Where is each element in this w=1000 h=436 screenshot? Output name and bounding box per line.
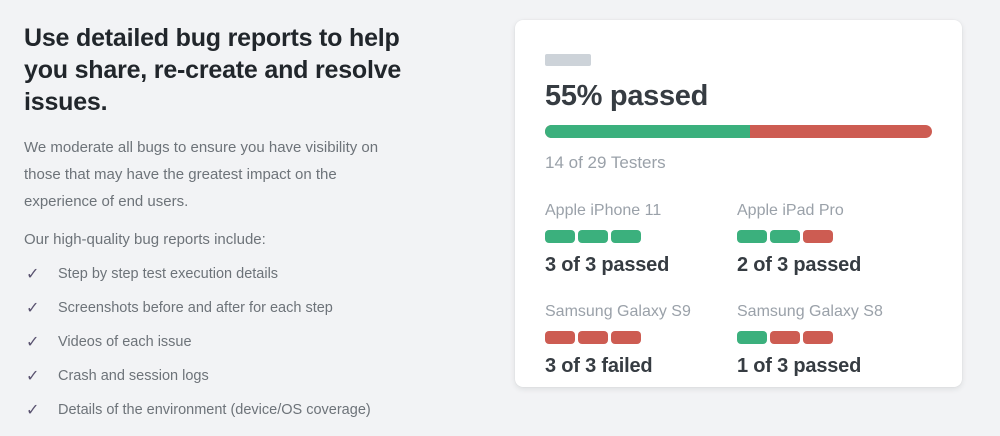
testers-count: 14 of 29 Testers bbox=[545, 153, 666, 172]
skeleton-pill bbox=[545, 54, 591, 66]
device-result-block: Apple iPhone 11 3 of 3 passed bbox=[545, 200, 737, 278]
test-results-card: 55% passed 14 of 29 Testers Apple iPhone… bbox=[515, 20, 962, 387]
list-item: ✓ Screenshots before and after for each … bbox=[26, 298, 464, 319]
checklist-item-label: Crash and session logs bbox=[58, 368, 209, 384]
device-result-label: 2 of 3 passed bbox=[737, 254, 862, 276]
summary-progress-bar bbox=[545, 125, 932, 138]
checklist-item-label: Videos of each issue bbox=[58, 334, 192, 350]
test-segment-pass bbox=[737, 230, 767, 243]
test-segment-fail bbox=[803, 230, 833, 243]
device-name: Apple iPad Pro bbox=[737, 202, 844, 219]
test-segment-fail bbox=[611, 331, 641, 344]
checklist-item-label: Screenshots before and after for each st… bbox=[58, 300, 333, 316]
checklist-item-label: Details of the environment (device/OS co… bbox=[58, 402, 371, 418]
list-item: ✓ Step by step test execution details bbox=[26, 264, 464, 285]
device-result-label: 1 of 3 passed bbox=[737, 355, 862, 377]
device-segment-bar bbox=[737, 331, 929, 344]
checklist-item-label: Step by step test execution details bbox=[58, 266, 279, 282]
device-result-block: Samsung Galaxy S9 3 of 3 failed bbox=[545, 301, 737, 379]
test-segment-fail bbox=[578, 331, 608, 344]
test-segment-pass bbox=[578, 230, 608, 243]
check-icon: ✓ bbox=[26, 300, 40, 317]
test-segment-pass bbox=[737, 331, 767, 344]
intro-section: Use detailed bug reports to help you sha… bbox=[24, 22, 464, 434]
test-segment-pass bbox=[545, 230, 575, 243]
test-segment-fail bbox=[545, 331, 575, 344]
device-result-label: 3 of 3 failed bbox=[545, 355, 653, 377]
check-icon: ✓ bbox=[26, 334, 40, 351]
checklist-intro: Our high-quality bug reports include: bbox=[24, 231, 266, 248]
list-item: ✓ Details of the environment (device/OS … bbox=[26, 400, 464, 421]
device-results-grid: Apple iPhone 11 3 of 3 passed Apple iPad… bbox=[545, 200, 932, 379]
feature-checklist: ✓ Step by step test execution details ✓ … bbox=[24, 264, 464, 421]
test-segment-fail bbox=[803, 331, 833, 344]
device-result-block: Apple iPad Pro 2 of 3 passed bbox=[737, 200, 929, 278]
device-segment-bar bbox=[545, 230, 737, 243]
device-name: Samsung Galaxy S9 bbox=[545, 303, 691, 320]
test-segment-fail bbox=[770, 331, 800, 344]
device-name: Apple iPhone 11 bbox=[545, 202, 662, 219]
device-segment-bar bbox=[545, 331, 737, 344]
list-item: ✓ Videos of each issue bbox=[26, 332, 464, 353]
pass-rate-title: 55% passed bbox=[545, 80, 709, 112]
check-icon: ✓ bbox=[26, 368, 40, 385]
check-icon: ✓ bbox=[26, 402, 40, 419]
device-result-block: Samsung Galaxy S8 1 of 3 passed bbox=[737, 301, 929, 379]
page-title: Use detailed bug reports to help you sha… bbox=[24, 24, 402, 116]
check-icon: ✓ bbox=[26, 266, 40, 283]
device-name: Samsung Galaxy S8 bbox=[737, 303, 883, 320]
intro-paragraph: We moderate all bugs to ensure you have … bbox=[24, 139, 379, 210]
test-segment-pass bbox=[770, 230, 800, 243]
test-segment-pass bbox=[611, 230, 641, 243]
list-item: ✓ Crash and session logs bbox=[26, 366, 464, 387]
summary-progress-fill bbox=[545, 125, 751, 138]
device-segment-bar bbox=[737, 230, 929, 243]
device-result-label: 3 of 3 passed bbox=[545, 254, 670, 276]
